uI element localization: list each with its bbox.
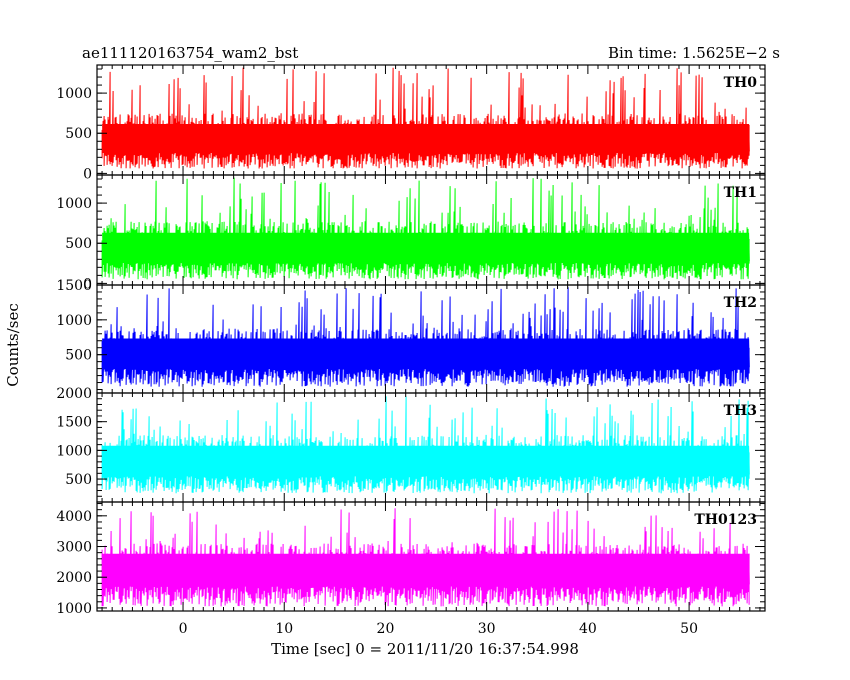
x-tick-label: 0 [179,621,188,637]
x-tick-label: 30 [478,621,496,637]
y-tick-label: 1000 [56,86,92,102]
y-tick-label: 500 [65,126,92,142]
x-tick-label: 40 [579,621,597,637]
y-tick-label: 0 [83,166,92,182]
panel-th3: 500 1000 1500 2000 TH3 [56,386,766,503]
y-tick-label: 4000 [56,509,92,525]
panel-th2: 500 1000 1500 TH2 [56,278,766,394]
panels-group: 0 500 1000 TH0 0 500 1000 TH1 500 1000 1500 TH2 500 1… [56,64,766,617]
panel-frame [96,501,766,612]
y-tick-label: 2000 [56,570,92,586]
panel-label-th0: TH0 [724,75,758,91]
y-tick-label: 0 [83,276,92,292]
x-tick-label: 50 [680,621,698,637]
y-tick-label: 1000 [56,601,92,617]
y-tick-label: 1500 [56,415,92,431]
y-tick-label: 3000 [56,540,92,556]
series-line-th2 [101,287,750,387]
panel-th1: 0 500 1000 TH1 [56,174,766,292]
chart-title: ae111120163754_wam2_bst [82,44,298,62]
y-tick-label: 1000 [56,313,92,329]
y-axis-label: Counts/sec [4,303,22,387]
bin-time-label: Bin time: 1.5625E−2 s [608,44,780,62]
x-tick-label: 20 [377,621,395,637]
y-tick-label: 500 [65,236,92,252]
y-tick-label: 1000 [56,443,92,459]
x-tick-label: 10 [275,621,293,637]
panel-th0: 0 500 1000 TH0 [56,64,766,182]
panel-label-th2: TH2 [724,295,757,311]
x-axis: 0 10 20 30 40 50 [179,621,698,637]
y-tick-label: 1000 [56,196,92,212]
panel-th0123: 1000 2000 3000 4000 TH0123 [56,501,766,617]
panel-label-th3: TH3 [724,403,757,419]
y-tick-label: 1500 [56,278,92,294]
y-tick-label: 500 [65,472,92,488]
panel-label-th1: TH1 [724,185,757,201]
x-axis-label: Time [sec] 0 = 2011/11/20 16:37:54.998 [271,640,579,658]
y-tick-label: 2000 [56,386,92,402]
series-line-th0 [101,67,750,169]
series-line-th3 [101,396,750,494]
y-tick-label: 500 [65,348,92,364]
series-line-th0123 [101,508,750,607]
series-line-th1 [101,177,750,280]
panel-label-th0123: TH0123 [694,512,757,528]
